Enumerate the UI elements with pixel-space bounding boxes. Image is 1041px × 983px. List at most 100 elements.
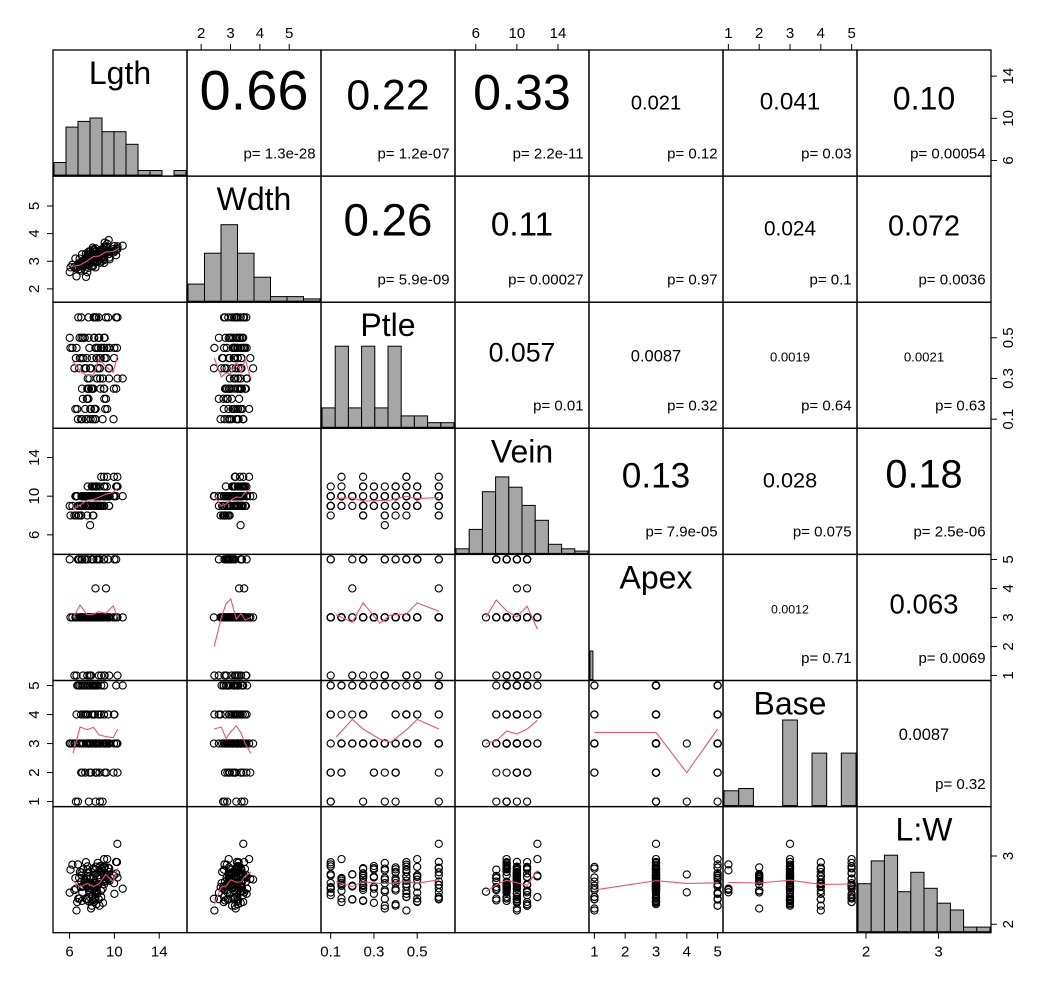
scatter-point-Vein-vs-Ptle-86	[413, 492, 422, 501]
scatter-point-Apex-vs-Ptle-107	[413, 555, 422, 564]
correlation-value-Apex-Base: 0.0012	[771, 603, 809, 617]
scatter-point-Vein-vs-Lgth-103	[99, 472, 109, 481]
histogram-bar-Lgth-7	[137, 170, 151, 176]
scatter-point-Ptle-vs-Lgth-31	[103, 404, 112, 414]
scatter-point-Ptle-vs-Wdth-98	[236, 343, 246, 353]
scatter-point-Ptle-vs-Lgth-99	[86, 404, 95, 414]
histogram-bar-Wdth-4	[253, 276, 271, 302]
scatter-point-L:W-vs-Base-71	[755, 863, 764, 872]
scatter-point-Ptle-vs-Lgth-114	[68, 343, 77, 353]
scatter-point-L:W-vs-Vein-60	[481, 887, 491, 896]
scatter-point-L:W-vs-Vein-117	[512, 898, 522, 907]
smooth-line-Vein-vs-Wdth	[213, 489, 252, 507]
scatter-point-Base-vs-Lgth-47	[91, 797, 100, 806]
y-tick-label-Apex-2: 3	[1000, 613, 1017, 621]
scatter-point-Base-vs-Vein-105	[492, 710, 501, 719]
x-tick-label-Apex-2: 3	[652, 944, 660, 961]
scatter-point-Ptle-vs-Wdth-50	[233, 343, 243, 353]
p-value-Wdth-Apex: p= 0.97	[667, 272, 717, 289]
scatter-point-Base-vs-Lgth-111	[87, 710, 96, 719]
scatter-point-Base-vs-Lgth-94	[109, 710, 119, 719]
scatter-point-Vein-vs-Ptle-68	[434, 472, 443, 481]
scatter-point-Base-vs-Apex-71	[713, 768, 722, 777]
scatter-point-Base-vs-Wdth-109	[220, 768, 230, 777]
scatter-point-Apex-vs-Ptle-101	[337, 613, 346, 622]
correlation-value-Ptle-Vein: 0.057	[489, 337, 556, 367]
x-tick-label-Wdth-1: 3	[226, 25, 234, 42]
scatter-point-Vein-vs-Ptle-56	[358, 482, 368, 491]
scatter-point-Wdth-vs-Lgth-99	[86, 258, 95, 268]
scatter-point-L:W-vs-Ptle-39	[326, 888, 335, 897]
histogram-bar-Apex-0	[589, 650, 594, 680]
scatter-point-L:W-vs-Wdth-41	[209, 894, 219, 903]
scatter-point-L:W-vs-Wdth-115	[236, 883, 246, 893]
histogram-bar-Ptle-0	[321, 407, 336, 428]
scatter-point-Apex-vs-Ptle-86	[413, 613, 422, 622]
scatter-point-Apex-vs-Lgth-119	[73, 555, 83, 564]
scatter-point-Base-vs-Vein-46	[492, 797, 501, 806]
scatter-point-Vein-vs-Lgth-113	[111, 492, 121, 501]
scatter-point-L:W-vs-Ptle-101	[337, 878, 346, 887]
scatter-point-Vein-vs-Lgth-109	[77, 511, 86, 520]
scatter-point-Ptle-vs-Lgth-35	[100, 394, 109, 403]
histogram-bar-Base-1	[738, 788, 754, 807]
scatter-point-L:W-vs-Apex-47	[682, 888, 691, 897]
smooth-line-Apex-vs-Wdth	[213, 597, 252, 647]
histogram-bar-Wdth-3	[237, 252, 255, 302]
histogram-bar-L:W-9	[976, 926, 991, 933]
scatter-point-Wdth-vs-Lgth-65	[72, 272, 81, 281]
scatter-point-Apex-vs-Lgth-104	[95, 613, 105, 622]
scatter-point-Ptle-vs-Lgth-85	[92, 353, 101, 363]
scatter-point-Base-vs-Lgth-116	[101, 739, 111, 748]
histogram-bar-Ptle-4	[374, 407, 389, 428]
scatter-point-Ptle-vs-Lgth-69	[92, 374, 102, 383]
scatter-point-L:W-vs-Apex-84	[590, 862, 599, 872]
scatter-point-L:W-vs-Apex-93	[651, 896, 661, 905]
scatter-point-Base-vs-Ptle-64	[413, 681, 422, 690]
p-value-Ptle-Base: p= 0.64	[801, 398, 851, 415]
smooth-line-Base-vs-Ptle	[335, 718, 440, 743]
scatter-point-Base-vs-Apex-52	[682, 739, 691, 748]
scatter-point-Base-vs-Lgth-87	[84, 797, 94, 806]
scatter-point-Apex-vs-Wdth-114	[222, 613, 231, 622]
scatter-point-Ptle-vs-Wdth-68	[239, 313, 248, 322]
smooth-line-Base-vs-Vein	[485, 719, 538, 745]
scatter-point-Ptle-vs-Wdth-52	[234, 394, 244, 403]
scatter-point-L:W-vs-Base-93	[785, 896, 795, 905]
scatter-point-L:W-vs-Wdth-68	[239, 839, 248, 848]
scatter-point-Base-vs-Ptle-19	[348, 710, 357, 719]
scatter-point-Base-vs-Lgth-118	[97, 681, 106, 690]
scatter-point-Base-vs-Wdth-108	[246, 768, 255, 777]
scatter-point-Apex-vs-Wdth-65	[210, 671, 219, 680]
scatter-point-Vein-vs-Lgth-104	[95, 492, 105, 501]
correlation-value-Ptle-Apex: 0.0087	[631, 347, 681, 365]
scatter-point-L:W-vs-Base-117	[785, 898, 795, 907]
scatter-point-Ptle-vs-Wdth-31	[244, 404, 254, 414]
scatter-point-Vein-vs-Ptle-111	[391, 482, 400, 491]
scatter-point-L:W-vs-Base-16	[847, 854, 856, 864]
scatter-point-Ptle-vs-Wdth-42	[225, 374, 234, 383]
scatter-point-Apex-vs-Ptle-115	[358, 613, 368, 622]
scatter-point-L:W-vs-Apex-52	[682, 870, 691, 879]
scatter-point-L:W-vs-Vein-116	[512, 871, 522, 880]
x-tick-label-Base-2: 3	[786, 25, 794, 42]
scatter-point-Apex-vs-Lgth-98	[92, 555, 101, 564]
scatter-point-L:W-vs-Apex-14	[590, 881, 599, 890]
p-value-Lgth-Vein: p= 2.2e-11	[513, 145, 584, 162]
scatter-point-L:W-vs-Ptle-88	[391, 868, 400, 877]
scatter-point-L:W-vs-Lgth-68	[113, 839, 122, 848]
scatter-point-Base-vs-Apex-100	[713, 681, 722, 690]
scatter-point-Ptle-vs-Wdth-101	[232, 404, 241, 414]
scatter-point-L:W-vs-Lgth-114	[68, 860, 77, 869]
correlation-value-Vein-Base: 0.028	[763, 468, 817, 493]
x-tick-label-Lgth-2: 14	[151, 944, 168, 961]
scatter-point-Base-vs-Wdth-111	[230, 710, 240, 719]
scatter-point-L:W-vs-Base-111	[816, 901, 825, 910]
scatter-point-L:W-vs-Base-104	[724, 866, 733, 875]
scatter-point-Vein-vs-Ptle-91	[369, 501, 379, 511]
y-tick-label-L:W-1: 3	[1000, 852, 1017, 860]
scatter-point-Vein-vs-Wdth-113	[232, 492, 242, 501]
smooth-line-Apex-vs-Ptle	[335, 601, 439, 625]
scatter-point-Base-vs-Lgth-17	[113, 768, 122, 777]
scatter-point-Base-vs-Wdth-110	[234, 710, 243, 719]
